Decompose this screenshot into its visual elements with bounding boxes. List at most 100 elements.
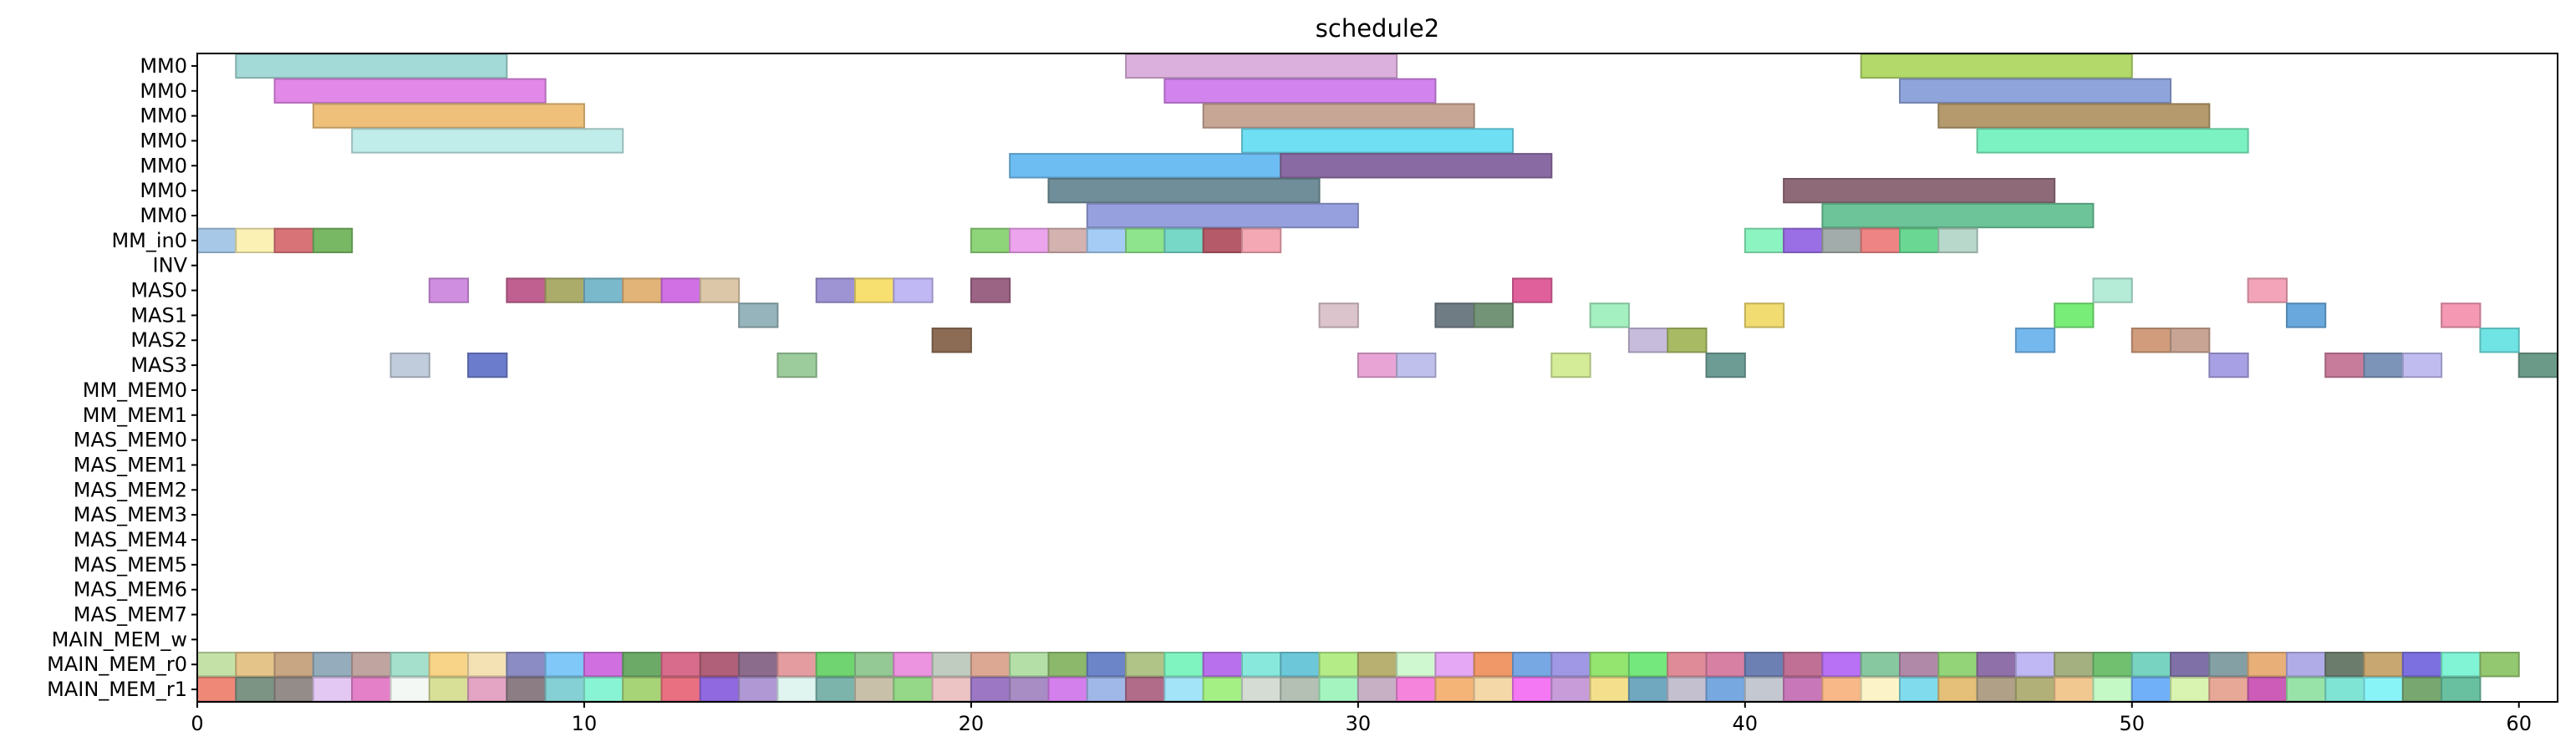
task-bar — [699, 277, 741, 303]
task-bar — [1705, 652, 1746, 678]
y-tick-label: MM0 — [140, 154, 187, 177]
task-bar — [389, 652, 430, 678]
task-bar — [196, 676, 237, 703]
task-bar — [776, 352, 817, 379]
task-bar — [2092, 652, 2133, 678]
task-bar — [196, 227, 237, 254]
task-bar — [351, 676, 392, 703]
task-bar — [1512, 652, 1553, 678]
task-bar — [1937, 227, 1978, 254]
task-bar — [1783, 177, 2056, 204]
task-bar — [2479, 652, 2520, 678]
task-bar — [273, 227, 314, 254]
task-bar — [1783, 676, 1824, 703]
task-bar — [235, 652, 276, 678]
y-tick-label: MM0 — [140, 79, 187, 103]
task-bar — [1937, 652, 1978, 678]
task-bar — [2324, 352, 2365, 379]
task-bar — [2092, 277, 2133, 303]
task-bar — [2170, 652, 2211, 678]
task-bar — [1240, 652, 1282, 678]
y-tick-label: MAS1 — [130, 303, 187, 327]
y-tick-label: MM_in0 — [111, 229, 187, 252]
task-bar — [351, 128, 624, 154]
task-bar — [1163, 78, 1437, 104]
task-bar — [970, 277, 1011, 303]
task-bar — [1860, 676, 1901, 703]
task-bar — [699, 676, 741, 703]
task-bar — [2363, 652, 2404, 678]
chart-title: schedule2 — [1316, 14, 1439, 43]
task-bar — [583, 277, 624, 303]
task-bar — [1434, 302, 1475, 328]
task-bar — [970, 676, 1011, 703]
task-bar — [1357, 652, 1398, 678]
y-tick-label: MAS_MEM4 — [74, 528, 187, 551]
task-bar — [1783, 227, 1824, 254]
task-bar — [1821, 202, 2095, 229]
task-bar — [1396, 676, 1437, 703]
task-bar — [312, 676, 354, 703]
task-bars — [196, 53, 2558, 703]
task-bar — [1821, 227, 1862, 254]
task-bar — [1086, 202, 1359, 229]
task-bar — [544, 277, 585, 303]
task-bar — [1047, 652, 1088, 678]
x-tick-label: 20 — [959, 712, 985, 735]
task-bar — [815, 676, 857, 703]
task-bar — [2014, 652, 2056, 678]
task-bar — [970, 652, 1011, 678]
y-tick-label: MM0 — [140, 129, 187, 152]
task-bar — [1434, 676, 1475, 703]
y-tick-label: MAS_MEM7 — [74, 603, 187, 627]
task-bar — [1976, 652, 2017, 678]
task-bar — [1047, 227, 1088, 254]
task-bar — [815, 652, 857, 678]
task-bar — [1627, 676, 1669, 703]
task-bar — [351, 652, 392, 678]
task-bar — [2441, 302, 2482, 328]
task-bar — [893, 652, 934, 678]
task-bar — [2285, 652, 2327, 678]
task-bar — [2324, 652, 2365, 678]
task-bar — [1009, 227, 1050, 254]
task-bar — [1318, 676, 1359, 703]
task-bar — [1744, 652, 1785, 678]
task-bar — [506, 277, 547, 303]
task-bar — [1047, 676, 1088, 703]
task-bar — [1627, 328, 1669, 353]
y-tick-label: MAS0 — [130, 279, 187, 302]
task-bar — [660, 277, 701, 303]
task-bar — [2014, 676, 2056, 703]
task-bar — [1550, 676, 1591, 703]
task-bar — [2208, 676, 2249, 703]
task-bar — [1744, 676, 1785, 703]
task-bar — [544, 652, 585, 678]
task-bar — [2247, 652, 2288, 678]
task-bar — [738, 652, 779, 678]
task-bar — [583, 652, 624, 678]
task-bar — [1821, 652, 1862, 678]
task-bar — [1937, 676, 1978, 703]
task-bar — [1550, 652, 1591, 678]
task-bar — [1357, 676, 1398, 703]
task-bar — [2054, 302, 2095, 328]
task-bar — [467, 352, 508, 379]
task-bar — [428, 277, 470, 303]
x-ticks: 0 10 20 30 40 50 60 — [191, 702, 2532, 735]
task-bar — [273, 78, 547, 104]
task-bar — [2479, 328, 2520, 353]
task-bar — [1860, 227, 1901, 254]
task-bar — [970, 227, 1011, 254]
task-bar — [2401, 352, 2443, 379]
y-tick-label: MM_MEM0 — [83, 379, 187, 402]
task-bar — [1937, 103, 2211, 129]
task-bar — [2363, 676, 2404, 703]
task-bar — [1860, 53, 2133, 79]
task-bar — [312, 227, 354, 254]
task-bar — [1125, 227, 1166, 254]
task-bar — [1473, 652, 1515, 678]
task-bar — [1976, 128, 2249, 154]
task-bar — [1627, 652, 1669, 678]
task-bar — [235, 676, 276, 703]
